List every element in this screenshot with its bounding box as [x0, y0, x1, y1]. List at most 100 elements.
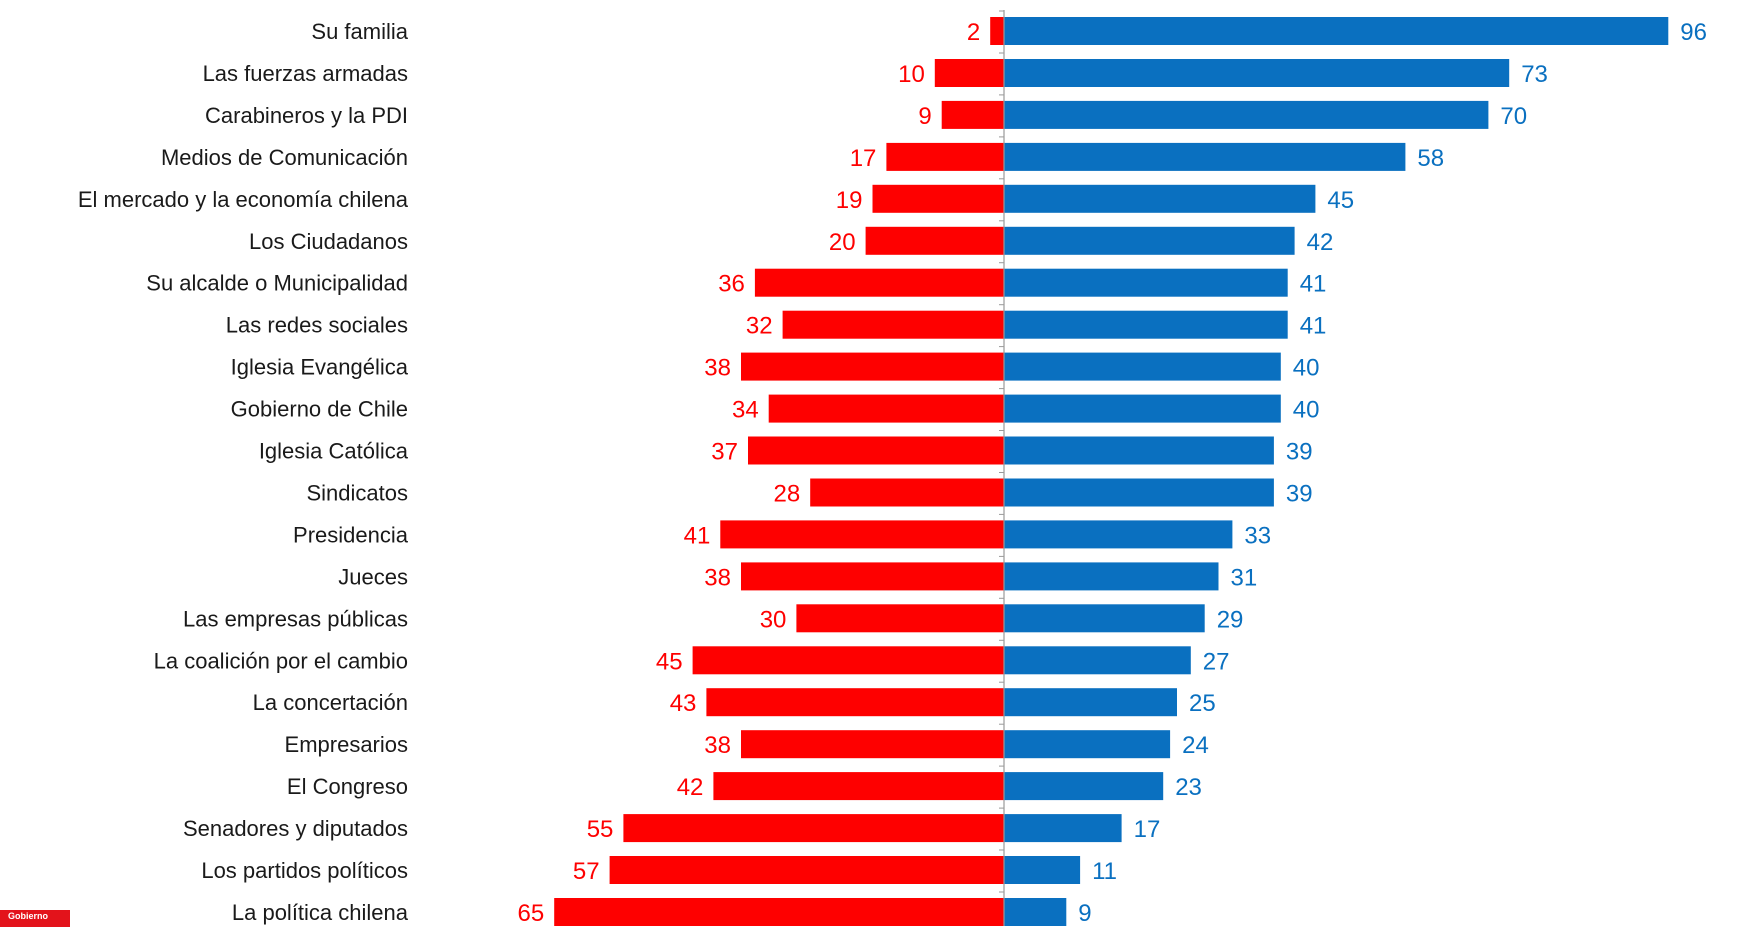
bar-positive: [1004, 226, 1295, 255]
axis-ticks: [999, 10, 1004, 893]
bar-negative: [810, 478, 1004, 507]
bar-negative: [741, 562, 1004, 591]
category-label: Medios de Comunicación: [161, 145, 408, 170]
category-label: Senadores y diputados: [183, 816, 408, 841]
category-labels: Su familia Las fuerzas armadas Carabineros…: [78, 19, 409, 925]
bar-positive: [1004, 772, 1164, 801]
value-label-negative: 20: [829, 229, 856, 256]
value-label-positive: 41: [1300, 313, 1327, 340]
bar-negative: [865, 226, 1004, 255]
value-label-positive: 73: [1521, 61, 1548, 88]
value-label-negative: 9: [918, 103, 931, 130]
value-label-negative: 42: [677, 774, 704, 801]
bar-negative: [886, 142, 1004, 171]
value-label-negative: 65: [517, 900, 544, 927]
value-label-negative: 57: [573, 858, 600, 885]
value-label-positive: 17: [1134, 816, 1161, 843]
bar-negative: [741, 730, 1004, 759]
bar-negative: [623, 814, 1004, 843]
bar-negative: [692, 646, 1004, 675]
category-label: Las empresas públicas: [183, 606, 408, 631]
bar-negative: [748, 436, 1004, 465]
category-label: Su alcalde o Municipalidad: [146, 271, 408, 296]
bar-positive: [1004, 184, 1316, 213]
value-label-positive: 23: [1175, 774, 1202, 801]
value-label-positive: 39: [1286, 439, 1313, 466]
value-label-positive: 40: [1293, 397, 1320, 424]
value-label-negative: 17: [850, 145, 877, 172]
value-label-positive: 45: [1327, 187, 1354, 214]
value-label-positive: 24: [1182, 732, 1209, 759]
value-label-positive: 9: [1078, 900, 1091, 927]
category-label: Sindicatos: [306, 481, 408, 506]
bar-negative: [754, 268, 1004, 297]
bar-positive: [1004, 478, 1274, 507]
value-label-positive: 11: [1092, 858, 1117, 885]
bar-negative: [872, 184, 1004, 213]
category-label: Presidencia: [293, 522, 409, 547]
category-label: Iglesia Evangélica: [231, 355, 409, 380]
negative-value-labels: 2109171920363238343728413830454338425557…: [517, 19, 980, 927]
bar-positive: [1004, 646, 1191, 675]
category-label: El Congreso: [287, 774, 408, 799]
bar-positive: [1004, 688, 1177, 717]
value-label-negative: 38: [704, 564, 731, 591]
category-label: Su familia: [311, 19, 408, 44]
positive-bars: [1004, 17, 1669, 926]
value-label-negative: 2: [967, 19, 980, 46]
category-label: El mercado y la economía chilena: [78, 187, 409, 212]
value-label-negative: 28: [773, 481, 800, 508]
bar-negative: [768, 394, 1004, 423]
bar-positive: [1004, 604, 1205, 633]
value-label-positive: 40: [1293, 355, 1320, 382]
category-label: Los Ciudadanos: [249, 229, 408, 254]
positive-value-labels: 96 73 70 58 45 42 41 41 40 40 39 39 33 31 29 27 25 24 23 17…: [1078, 19, 1707, 927]
bar-positive: [1004, 814, 1122, 843]
value-label-negative: 34: [732, 397, 759, 424]
value-label-negative: 45: [656, 648, 683, 675]
bar-negative: [609, 856, 1004, 884]
category-label: Las fuerzas armadas: [203, 61, 408, 86]
value-label-negative: 38: [704, 732, 731, 759]
bar-positive: [1004, 59, 1510, 87]
bar-positive: [1004, 142, 1406, 171]
bar-positive: [1004, 520, 1233, 549]
category-label: La política chilena: [232, 900, 409, 925]
bar-negative: [941, 100, 1004, 129]
bar-negative: [934, 59, 1004, 87]
value-label-positive: 29: [1217, 606, 1244, 633]
value-label-negative: 43: [670, 690, 697, 717]
value-label-negative: 30: [760, 606, 787, 633]
value-label-positive: 41: [1300, 271, 1327, 298]
value-label-positive: 39: [1286, 481, 1313, 508]
bar-positive: [1004, 730, 1171, 759]
bar-positive: [1004, 100, 1489, 129]
badge-text: Gobierno: [8, 911, 48, 921]
value-label-positive: 27: [1203, 648, 1230, 675]
value-label-negative: 32: [746, 313, 773, 340]
bar-positive: [1004, 436, 1274, 465]
bar-positive: [1004, 562, 1219, 591]
bar-negative: [741, 352, 1004, 381]
bar-positive: [1004, 17, 1669, 45]
value-label-negative: 38: [704, 355, 731, 382]
negative-bars: [554, 17, 1004, 926]
bar-positive: [1004, 394, 1281, 423]
bar-negative: [706, 688, 1004, 717]
value-label-negative: 37: [711, 439, 738, 466]
value-label-negative: 36: [718, 271, 745, 298]
category-label: Iglesia Católica: [259, 439, 409, 464]
value-label-positive: 31: [1231, 564, 1258, 591]
corner-badge: Gobierno: [0, 910, 70, 927]
category-label: Empresarios: [285, 732, 408, 757]
bar-positive: [1004, 898, 1067, 926]
bar-positive: [1004, 856, 1081, 884]
bar-negative: [796, 604, 1004, 633]
category-label: Las redes sociales: [226, 313, 408, 338]
bar-positive: [1004, 352, 1281, 381]
value-label-negative: 19: [836, 187, 863, 214]
value-label-positive: 25: [1189, 690, 1216, 717]
bar-negative: [782, 310, 1004, 339]
value-label-negative: 41: [684, 522, 711, 549]
